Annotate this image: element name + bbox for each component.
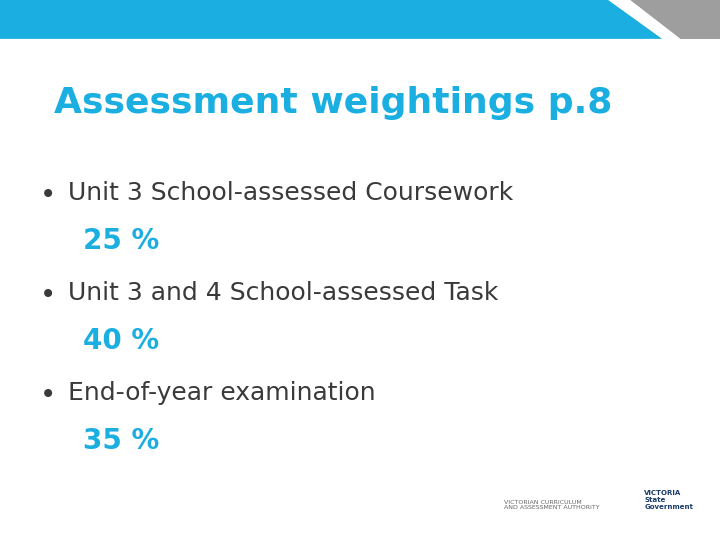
Polygon shape xyxy=(630,0,720,39)
Text: Unit 3 School-assessed Coursework: Unit 3 School-assessed Coursework xyxy=(68,181,513,205)
Polygon shape xyxy=(608,0,680,39)
Polygon shape xyxy=(0,0,662,39)
Text: VICTORIAN CURRICULUM
AND ASSESSMENT AUTHORITY: VICTORIAN CURRICULUM AND ASSESSMENT AUTH… xyxy=(504,500,600,510)
Text: •: • xyxy=(40,181,56,209)
Text: 35 %: 35 % xyxy=(83,427,159,455)
Text: End-of-year examination: End-of-year examination xyxy=(68,381,376,404)
Text: 40 %: 40 % xyxy=(83,327,159,355)
Text: •: • xyxy=(40,281,56,309)
Text: Assessment weightings p.8: Assessment weightings p.8 xyxy=(54,86,613,120)
Text: •: • xyxy=(40,381,56,409)
Text: Unit 3 and 4 School-assessed Task: Unit 3 and 4 School-assessed Task xyxy=(68,281,499,305)
Text: 25 %: 25 % xyxy=(83,227,159,255)
Text: VICTORIA
State
Government: VICTORIA State Government xyxy=(644,490,693,510)
